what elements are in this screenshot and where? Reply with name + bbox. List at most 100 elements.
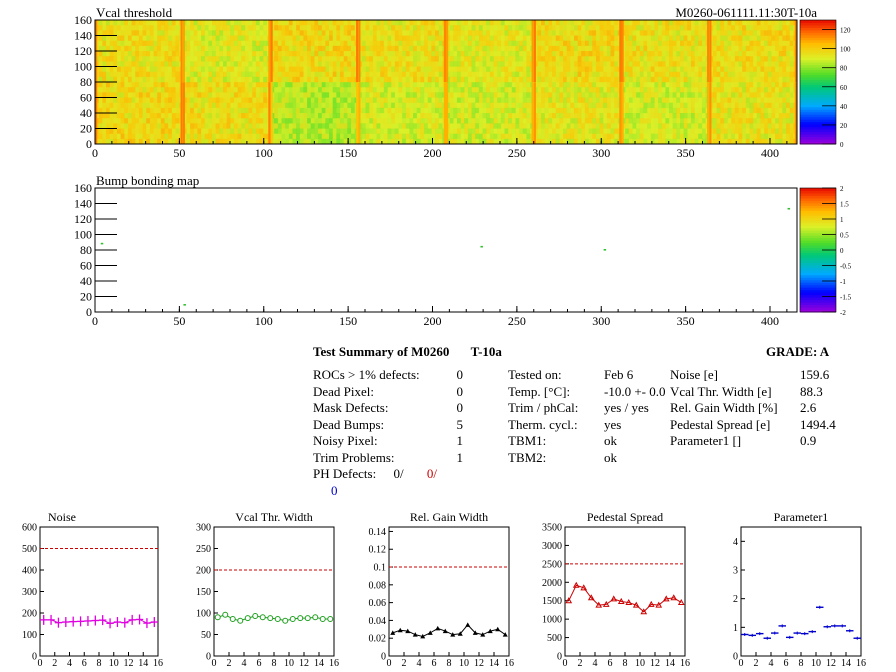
- roc-cell: [135, 45, 140, 52]
- roc-cell: [566, 118, 571, 124]
- roc-cell: [212, 71, 216, 78]
- roc-cell: [658, 102, 663, 109]
- roc-cell: [720, 92, 725, 98]
- roc-cell: [698, 118, 703, 124]
- roc-cell: [435, 133, 439, 140]
- roc-cell: [168, 113, 173, 119]
- roc-cell: [614, 76, 619, 83]
- roc-cell: [749, 35, 754, 41]
- roc-cell: [760, 138, 765, 145]
- roc-cell: [226, 82, 231, 88]
- roc-cell: [449, 92, 454, 98]
- roc-cell: [201, 102, 205, 109]
- roc-cell: [343, 97, 348, 103]
- roc-cell: [701, 102, 706, 109]
- roc-cell: [731, 40, 736, 47]
- roc-cell: [771, 25, 776, 31]
- roc-cell: [775, 118, 780, 124]
- roc-cell: [548, 71, 553, 78]
- roc-cell: [778, 51, 783, 57]
- roc-cell: [475, 92, 480, 98]
- roc-cell: [456, 45, 461, 52]
- roc-cell: [588, 133, 593, 140]
- roc-cell: [394, 30, 399, 36]
- roc-cell: [566, 40, 571, 47]
- roc-cell: [453, 87, 458, 93]
- roc-cell: [303, 118, 308, 124]
- roc-cell: [394, 113, 399, 119]
- roc-cell: [376, 82, 381, 88]
- roc-cell: [471, 51, 476, 57]
- roc-cell: [416, 92, 421, 98]
- roc-cell: [157, 25, 162, 31]
- roc-cell: [508, 35, 513, 41]
- roc-cell: [453, 45, 458, 52]
- roc-cell: [435, 71, 439, 78]
- roc-cell: [628, 45, 633, 52]
- roc-cell: [723, 51, 728, 57]
- roc-cell: [694, 92, 699, 98]
- roc-cell: [482, 71, 487, 78]
- roc-cell: [555, 118, 560, 124]
- roc-cell: [285, 102, 290, 109]
- roc-cell: [478, 123, 483, 129]
- bump-point: [480, 245, 483, 248]
- roc-cell: [314, 133, 319, 140]
- roc-cell: [511, 76, 516, 83]
- roc-cell: [453, 92, 458, 98]
- roc-cell: [131, 35, 136, 41]
- roc-cell: [727, 71, 732, 78]
- roc-cell: [456, 92, 461, 98]
- roc-cell: [500, 82, 505, 88]
- roc-cell: [690, 71, 695, 78]
- roc-cell: [339, 138, 344, 145]
- roc-cell: [241, 133, 246, 140]
- roc-cell: [124, 51, 129, 57]
- roc-cell: [760, 102, 765, 109]
- roc-cell: [201, 61, 205, 67]
- roc-cell: [175, 97, 180, 103]
- roc-cell: [376, 123, 381, 129]
- roc-edge: [356, 82, 359, 144]
- roc-cell: [778, 97, 783, 103]
- roc-cell: [665, 25, 670, 31]
- roc-cell: [782, 76, 787, 83]
- roc-cell: [639, 138, 644, 145]
- roc-cell: [647, 107, 652, 114]
- roc-cell: [541, 40, 546, 47]
- roc-cell: [135, 92, 140, 98]
- roc-cell: [764, 35, 769, 41]
- roc-cell: [157, 61, 162, 67]
- roc-cell: [288, 128, 293, 134]
- roc-cell: [676, 20, 681, 26]
- roc-cell: [731, 30, 736, 36]
- roc-cell: [113, 118, 118, 124]
- roc-cell: [164, 128, 169, 134]
- roc-cell: [160, 61, 165, 67]
- roc-cell: [610, 40, 615, 47]
- roc-cell: [603, 20, 608, 26]
- roc-cell: [361, 107, 366, 114]
- roc-cell: [632, 45, 637, 52]
- roc-cell: [409, 87, 414, 93]
- roc-cell: [201, 66, 205, 72]
- roc-cell: [383, 97, 388, 103]
- roc-cell: [690, 25, 695, 31]
- roc-cell: [102, 97, 107, 103]
- roc-cell: [497, 71, 502, 78]
- roc-cell: [559, 56, 564, 62]
- roc-cell: [372, 138, 377, 145]
- roc-cell: [350, 82, 355, 88]
- roc-cell: [544, 25, 549, 31]
- roc-cell: [482, 61, 487, 67]
- roc-cell: [610, 138, 615, 145]
- roc-cell: [116, 71, 121, 78]
- roc-cell: [252, 25, 257, 31]
- roc-cell: [778, 102, 783, 109]
- roc-cell: [175, 35, 180, 41]
- roc-cell: [248, 30, 253, 36]
- roc-cell: [105, 138, 110, 145]
- roc-cell: [190, 35, 195, 41]
- roc-cell: [519, 82, 524, 88]
- roc-cell: [157, 76, 162, 83]
